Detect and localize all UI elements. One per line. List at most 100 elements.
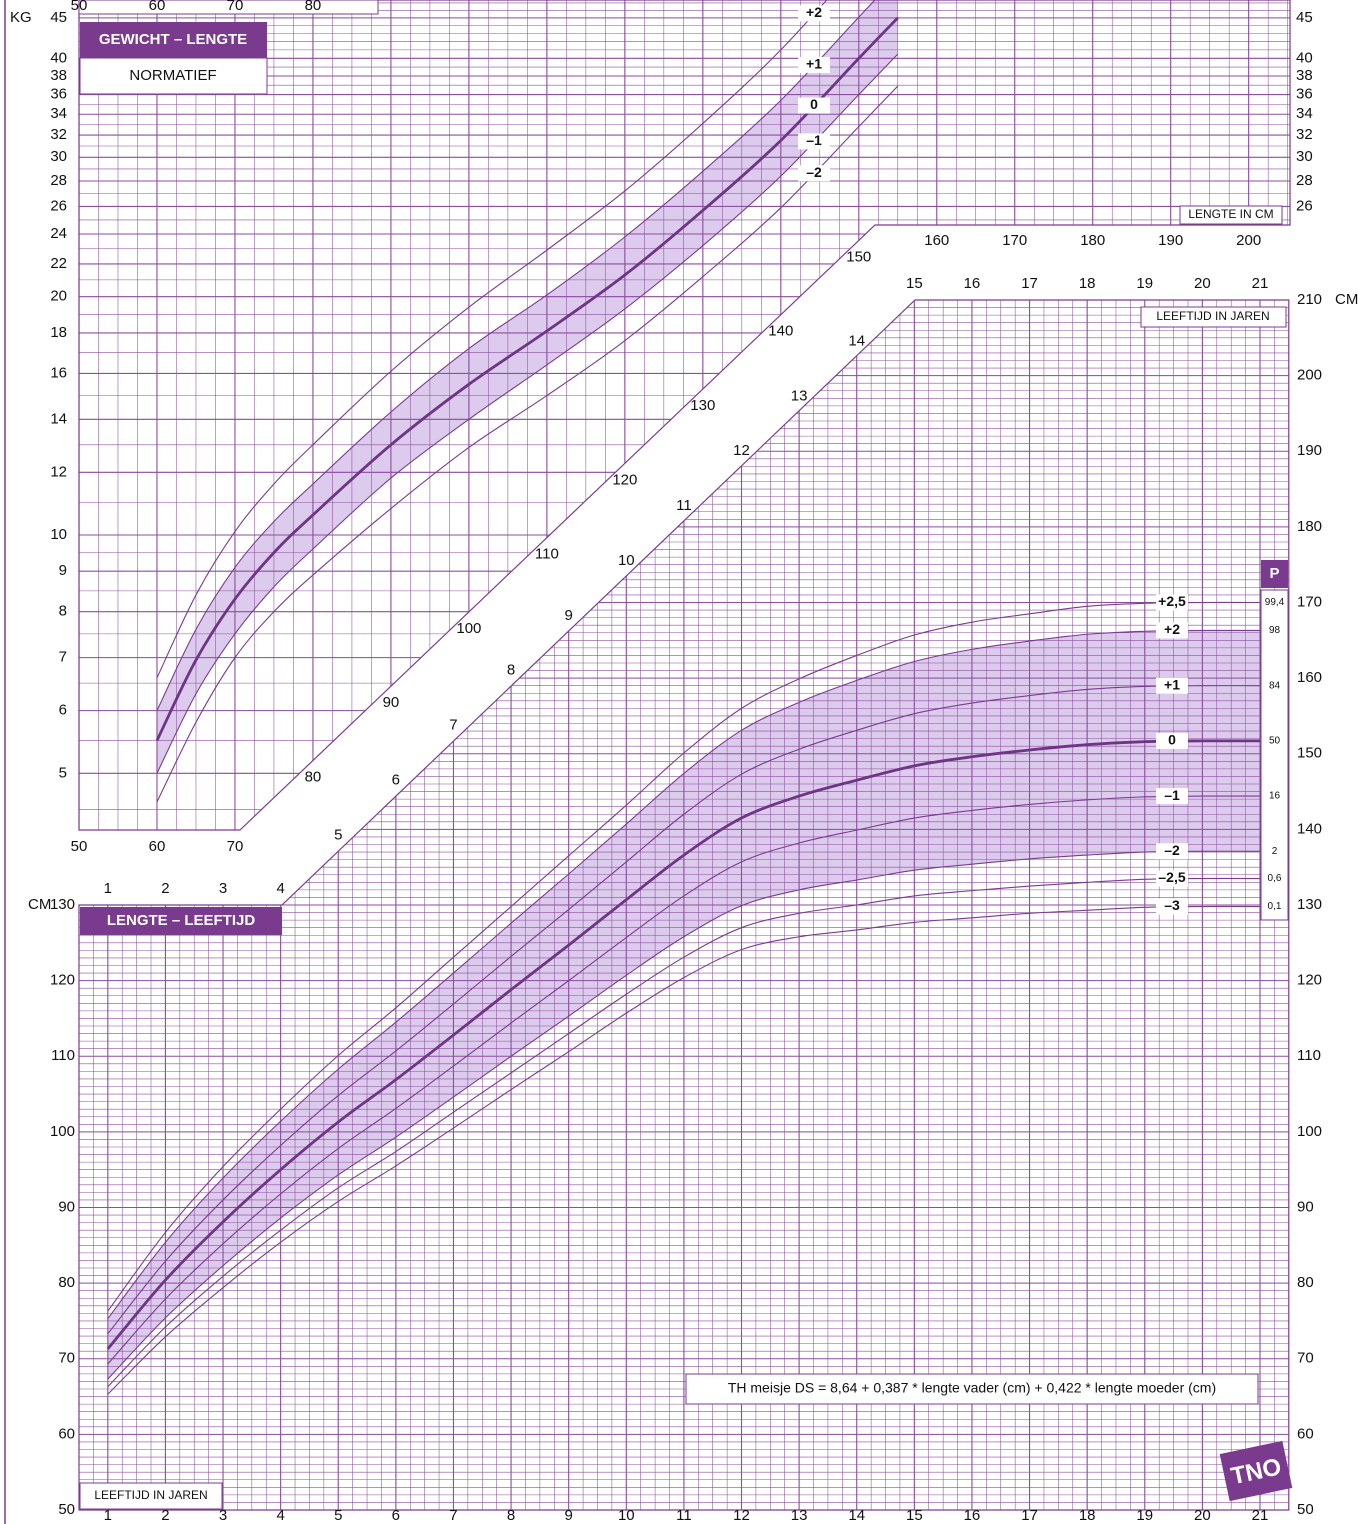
x-tick-label: 4: [276, 1507, 284, 1524]
x-tick-label: 1: [104, 880, 112, 897]
x-tick-label: 10: [618, 1507, 635, 1524]
y-tick-label: 24: [50, 225, 67, 242]
x-tick-label: 5: [334, 1507, 342, 1524]
x-tick-label: 11: [676, 1507, 692, 1524]
x-tick-label: 200: [1236, 232, 1261, 249]
y-tick-label: 36: [1296, 86, 1313, 103]
label-bg: [798, 165, 830, 182]
percentile-label: 50: [1269, 736, 1281, 747]
percentile-label: 99,4: [1265, 597, 1285, 608]
y-tick-label: 70: [1297, 1350, 1314, 1367]
label-bg: [1156, 732, 1188, 749]
x-tick-label: 140: [768, 323, 793, 340]
x-tick-label: 20: [1194, 275, 1211, 292]
x-axis-label: LEEFTIJD IN JAREN: [1156, 309, 1269, 323]
y-tick-label: 30: [50, 148, 67, 165]
x-tick-label: 16: [964, 1507, 981, 1524]
x-tick-label: 180: [1080, 232, 1105, 249]
y-tick-label: 50: [1297, 1501, 1314, 1518]
x-tick-label: 14: [848, 332, 865, 349]
annotation-box: [685, 1373, 1259, 1405]
y-tick-label: 32: [1296, 126, 1313, 143]
percentile-label: 2: [1272, 846, 1278, 857]
y-tick-label: 60: [1297, 1425, 1314, 1442]
x-tick-label: 16: [964, 275, 981, 292]
y-tick-label: 26: [50, 197, 67, 214]
plot-frame: [78, 0, 1291, 831]
x-tick-label: 60: [149, 838, 166, 855]
percentile-label: 0,1: [1268, 901, 1282, 912]
y-tick-label: 80: [58, 1274, 75, 1291]
x-tick-label: 70: [227, 0, 244, 14]
y-tick-label: 14: [50, 410, 67, 427]
logo: TNO: [1219, 1440, 1293, 1502]
y-tick-label: 50: [58, 1501, 75, 1518]
x-tick-label: 8: [507, 1507, 515, 1524]
y-tick-label: 8: [59, 603, 67, 620]
series-label: +2,5: [1158, 593, 1186, 609]
y-tick-label: 12: [50, 463, 67, 480]
sd-line: [156, 53, 899, 774]
y-tick-label: 10: [50, 526, 67, 543]
chart-title: LENGTE – LEEFTIJD: [107, 912, 256, 929]
x-tick-label: 10: [618, 552, 635, 569]
x-tick-label: 120: [612, 471, 637, 488]
annotation: TH meisje DS = 8,64 + 0,387 * lengte vad…: [728, 1380, 1216, 1396]
x-tick-label: 170: [1002, 232, 1027, 249]
percentile-label: 84: [1269, 680, 1281, 691]
sd-line: [107, 905, 1261, 1395]
y-tick-label: 90: [58, 1198, 75, 1215]
subtitle-box: [79, 57, 268, 95]
label-bg: [1156, 594, 1188, 611]
y-unit: CM: [1335, 291, 1358, 308]
series-label: –1: [806, 132, 822, 148]
y-tick-label: 70: [58, 1350, 75, 1367]
x-tick-label: 12: [733, 1507, 750, 1524]
label-bg: [1156, 843, 1188, 860]
label-bg: [798, 97, 830, 114]
percentile-column: [1260, 589, 1289, 921]
x-tick-label: 3: [219, 880, 227, 897]
x-tick-label: 18: [1079, 275, 1096, 292]
label-box: [1179, 205, 1283, 225]
x-axis-label: LENGTE IN CM: [1188, 207, 1273, 221]
x-tick-label: 19: [1136, 1507, 1153, 1524]
series-label: –2: [806, 164, 822, 180]
y-tick-label: 20: [50, 288, 67, 305]
x-tick-label: 15: [906, 275, 923, 292]
y-tick-label: 38: [1296, 67, 1313, 84]
chart-title: GEWICHT – LENGTE: [99, 31, 247, 48]
y-tick-label: 170: [1297, 593, 1322, 610]
series-label: –2,5: [1158, 869, 1185, 885]
label-box: [78, 0, 379, 15]
y-tick-label: 7: [59, 649, 67, 666]
sd-line: [106, 739, 1261, 1350]
y-tick-label: 22: [50, 255, 67, 272]
sd-line: [155, 16, 899, 742]
sd-line: [156, 85, 899, 803]
sd-line: [156, 0, 899, 679]
y-tick-label: 34: [50, 105, 67, 122]
series-label: +2: [806, 4, 822, 20]
x-axis-label: LEEFTIJD IN JAREN: [94, 1488, 207, 1502]
x-tick-label: 21: [1252, 1507, 1269, 1524]
percentile-header-box: [1261, 560, 1288, 588]
x-tick-label: 11: [676, 497, 692, 514]
y-tick-label: 5: [59, 764, 67, 781]
x-tick-label: 100: [456, 620, 481, 637]
x-tick-label: 150: [846, 248, 871, 265]
y-tick-label: 28: [1296, 172, 1313, 189]
x-tick-label: 50: [71, 0, 88, 14]
label-bg: [1156, 898, 1188, 915]
y-tick-label: 16: [50, 364, 67, 381]
series-label: +1: [806, 56, 822, 72]
y-tick-label: 110: [51, 1047, 75, 1064]
sd-line: [156, 0, 899, 711]
x-tick-label: 80: [305, 0, 322, 14]
label-box: [79, 1482, 223, 1510]
series-label: –1: [1164, 787, 1180, 803]
percentile-header: P: [1269, 565, 1279, 582]
series-label: 0: [1168, 732, 1176, 748]
sd-line: [107, 685, 1261, 1335]
label-bg: [1156, 788, 1188, 805]
